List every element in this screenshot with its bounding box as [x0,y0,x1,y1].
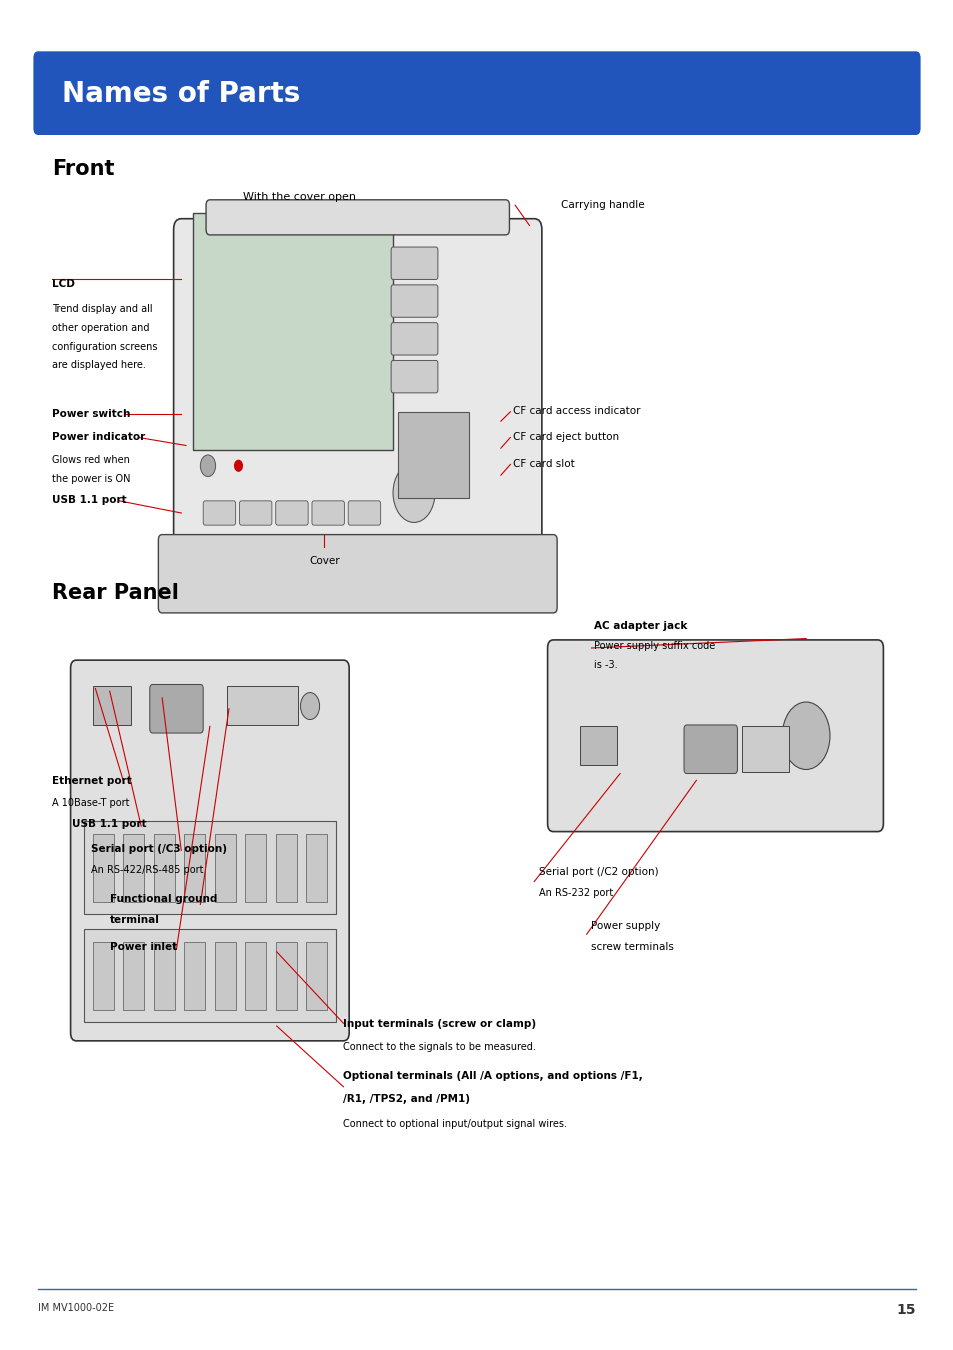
FancyBboxPatch shape [153,834,174,902]
Text: USB 1.1 port: USB 1.1 port [71,819,146,829]
Text: LCD: LCD [52,279,75,289]
FancyBboxPatch shape [184,834,205,902]
Text: is -3.: is -3. [594,660,618,670]
FancyBboxPatch shape [92,942,113,1010]
Text: Power supply: Power supply [591,921,660,930]
FancyBboxPatch shape [184,942,205,1010]
FancyBboxPatch shape [275,942,296,1010]
FancyBboxPatch shape [93,686,131,725]
Text: /R1, /TPS2, and /PM1): /R1, /TPS2, and /PM1) [343,1094,470,1103]
Text: other operation and: other operation and [52,323,150,332]
FancyBboxPatch shape [92,834,113,902]
Text: Trend display and all: Trend display and all [52,304,152,313]
Text: Input terminals (screw or clamp): Input terminals (screw or clamp) [343,1019,536,1029]
FancyBboxPatch shape [214,834,235,902]
FancyBboxPatch shape [158,535,557,613]
FancyBboxPatch shape [193,213,393,450]
Text: Power indicator: Power indicator [52,432,146,441]
Text: Optional terminals (All /A options, and options /F1,: Optional terminals (All /A options, and … [343,1071,642,1080]
Text: Power switch: Power switch [52,409,131,418]
FancyBboxPatch shape [123,942,144,1010]
FancyBboxPatch shape [245,834,266,902]
FancyBboxPatch shape [84,821,335,914]
FancyBboxPatch shape [391,285,437,317]
FancyBboxPatch shape [150,684,203,733]
Text: screw terminals: screw terminals [591,942,674,952]
FancyBboxPatch shape [348,501,380,525]
FancyBboxPatch shape [312,501,344,525]
FancyBboxPatch shape [391,323,437,355]
FancyBboxPatch shape [173,219,541,558]
Circle shape [781,702,829,769]
FancyBboxPatch shape [683,725,737,774]
Text: terminal: terminal [110,915,159,925]
FancyBboxPatch shape [391,247,437,279]
FancyBboxPatch shape [33,51,920,135]
Text: With the cover open: With the cover open [243,192,355,201]
Text: Cover: Cover [309,556,339,566]
Text: configuration screens: configuration screens [52,342,158,351]
FancyBboxPatch shape [239,501,272,525]
Text: An RS-422/RS-485 port: An RS-422/RS-485 port [91,865,203,875]
Circle shape [234,460,242,471]
FancyBboxPatch shape [547,640,882,832]
FancyBboxPatch shape [214,942,235,1010]
FancyBboxPatch shape [123,834,144,902]
Circle shape [300,693,319,720]
FancyBboxPatch shape [397,412,468,498]
Text: Ethernet port: Ethernet port [52,776,132,786]
FancyBboxPatch shape [84,929,335,1022]
Text: Rear Panel: Rear Panel [52,583,179,603]
Text: CF card eject button: CF card eject button [513,432,618,441]
Circle shape [393,463,435,522]
FancyBboxPatch shape [579,726,617,765]
FancyBboxPatch shape [741,726,788,772]
FancyBboxPatch shape [275,834,296,902]
FancyBboxPatch shape [203,501,235,525]
FancyBboxPatch shape [306,942,327,1010]
Text: Front: Front [52,159,115,180]
Text: IM MV1000-02E: IM MV1000-02E [38,1303,114,1312]
Text: An RS-232 port: An RS-232 port [538,888,613,898]
Text: USB 1.1 port: USB 1.1 port [52,495,127,505]
Text: Functional ground: Functional ground [110,894,217,903]
FancyBboxPatch shape [306,834,327,902]
FancyBboxPatch shape [153,942,174,1010]
Text: Glows red when: Glows red when [52,455,131,464]
FancyBboxPatch shape [245,942,266,1010]
Text: A 10Base-T port: A 10Base-T port [52,798,130,807]
Text: 15: 15 [896,1303,915,1316]
Text: are displayed here.: are displayed here. [52,360,146,370]
Text: CF card slot: CF card slot [513,459,575,468]
Text: the power is ON: the power is ON [52,474,131,483]
FancyBboxPatch shape [206,200,509,235]
Text: Connect to the signals to be measured.: Connect to the signals to be measured. [343,1042,536,1052]
Text: Serial port (/C2 option): Serial port (/C2 option) [538,867,658,876]
Text: Serial port (/C3 option): Serial port (/C3 option) [91,844,227,853]
FancyBboxPatch shape [275,501,308,525]
FancyBboxPatch shape [227,686,297,725]
Text: Connect to optional input/output signal wires.: Connect to optional input/output signal … [343,1119,567,1129]
Text: Power supply suffix code: Power supply suffix code [594,641,715,651]
Text: Carrying handle: Carrying handle [560,200,644,209]
Text: CF card access indicator: CF card access indicator [513,406,640,416]
FancyBboxPatch shape [71,660,349,1041]
Text: Power inlet: Power inlet [110,942,176,952]
Text: AC adapter jack: AC adapter jack [594,621,687,630]
FancyBboxPatch shape [391,360,437,393]
Text: Names of Parts: Names of Parts [62,81,300,108]
Circle shape [200,455,215,477]
